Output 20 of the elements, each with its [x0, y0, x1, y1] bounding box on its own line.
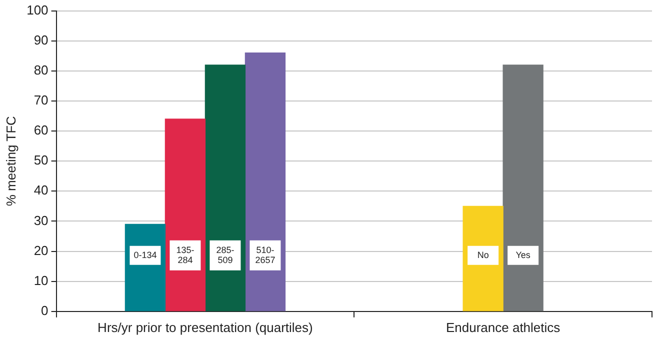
series-label: 0-134 — [134, 250, 157, 260]
y-tick-label: 0 — [41, 302, 48, 318]
series-label: 510-2657 — [255, 244, 276, 265]
y-tick-label: 40 — [34, 182, 48, 198]
y-tick-label: 90 — [34, 32, 48, 48]
y-tick-label: 30 — [34, 212, 48, 228]
y-tick-label: 20 — [34, 242, 48, 258]
x-tick-label: Endurance athletics — [446, 320, 561, 335]
y-tick-label: 80 — [34, 62, 48, 78]
y-tick-label: 70 — [34, 92, 48, 108]
series-label: 135-284 — [176, 244, 194, 265]
y-tick-label: 10 — [34, 272, 48, 288]
y-tick-label: 50 — [34, 152, 48, 168]
x-tick-label: Hrs/yr prior to presentation (quartiles) — [98, 320, 313, 335]
y-tick-label: 60 — [34, 122, 48, 138]
series-label: No — [477, 250, 489, 260]
y-axis-title: % meeting TFC — [3, 116, 18, 206]
series-label: 285-509 — [216, 244, 234, 265]
y-tick-label: 100 — [26, 2, 48, 18]
series-label: Yes — [516, 250, 531, 260]
